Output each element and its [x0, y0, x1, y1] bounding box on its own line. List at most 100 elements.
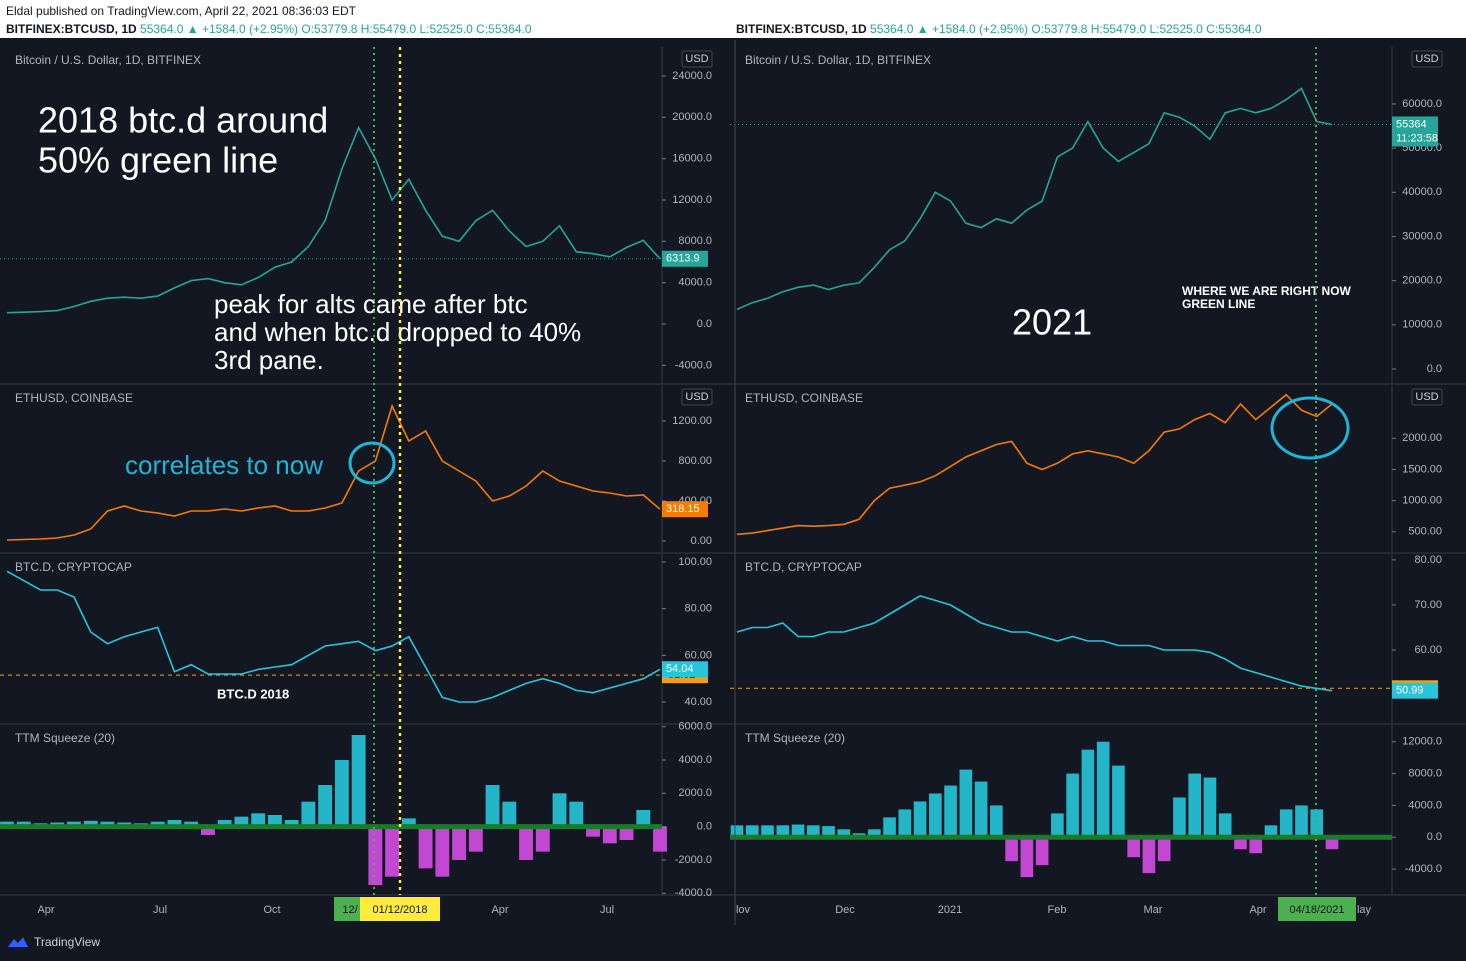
histogram-bar	[1264, 825, 1278, 838]
x-tick-label: Apr	[37, 904, 54, 916]
y-tick-label: 60.00	[684, 649, 712, 661]
y-tick-label: -4000.0	[675, 887, 712, 899]
symbol-line: BITFINEX:BTCUSD, 1D 55364.0 ▲ +1584.0 (+…	[6, 22, 532, 36]
histogram-bar	[1051, 813, 1064, 838]
histogram-bar	[745, 825, 759, 838]
highlight-circle	[1270, 396, 1350, 460]
histogram-bar	[401, 818, 416, 827]
histogram-bar	[1142, 837, 1156, 874]
date-highlight	[360, 897, 440, 921]
x-tick-label: Apr	[491, 904, 508, 916]
last-value-tag	[1392, 116, 1438, 147]
logo	[8, 937, 28, 947]
pane-title: TTM Squeeze (20)	[15, 731, 115, 745]
histogram-bar	[653, 826, 667, 852]
x-tick-label: Feb	[1048, 904, 1067, 916]
x-tick-label: Oct	[263, 904, 280, 916]
histogram-bar	[761, 825, 774, 838]
y-tick-label: 70.00	[1414, 599, 1442, 611]
y-tick-label: 2000.00	[1402, 432, 1442, 444]
panes: Bitcoin / U.S. Dollar, 1D, BITFINEX -4000…	[0, 47, 1466, 916]
y-tick-label: 2000.0	[678, 787, 712, 799]
last-value-tag	[662, 501, 708, 518]
symbol-line: BITFINEX:BTCUSD, 1D 55364.0 ▲ +1584.0 (+…	[736, 22, 1262, 36]
pane-title: ETHUSD, COINBASE	[745, 391, 863, 405]
histogram-bar	[418, 826, 433, 869]
x-tick-label: lov	[736, 904, 751, 916]
date-highlight	[1278, 897, 1356, 921]
y-tick-label: 40.00	[684, 696, 712, 708]
histogram-bar	[929, 793, 942, 838]
y-tick-label: 24000.0	[672, 70, 712, 82]
histogram-bar	[913, 801, 927, 838]
annotation: 2018 btc.d around	[38, 100, 328, 141]
histogram-bar	[251, 813, 266, 827]
quote: 55364.0 ▲ +1584.0 (+2.95%)	[140, 22, 298, 36]
histogram-bar	[83, 820, 98, 827]
annotation: 2021	[1012, 302, 1092, 343]
y-tick-label: 0.0	[697, 318, 712, 330]
histogram-bar	[519, 826, 533, 860]
x-tick-label: Dec	[835, 904, 855, 916]
histogram-bar	[1249, 837, 1263, 854]
y-tick-label: 60.00	[1414, 644, 1442, 656]
y-tick-label: 10000.0	[1402, 319, 1442, 331]
histogram-bar	[1081, 749, 1095, 838]
histogram-bar	[959, 769, 973, 838]
histogram-bar	[485, 785, 500, 827]
histogram-bar	[1203, 777, 1217, 838]
y-tick-label: 0.0	[1427, 831, 1442, 843]
x-tick-label: Apr	[1249, 904, 1266, 916]
y-tick-label: 4000.0	[678, 754, 712, 766]
unit-label: USD	[685, 53, 708, 65]
y-tick-label: -2000.0	[675, 854, 712, 866]
annotation: WHERE WE ARE RIGHT NOW	[1182, 284, 1352, 298]
y-tick-label: -4000.0	[1405, 863, 1442, 875]
annotation: BTC.D 2018	[217, 686, 289, 701]
histogram-bar	[730, 825, 744, 838]
histogram-bar	[822, 826, 835, 838]
histogram-bar	[990, 805, 1003, 838]
histogram-bar	[200, 826, 215, 835]
histogram-bar	[1112, 765, 1125, 838]
histogram-bar	[385, 826, 400, 877]
pane-title: BTC.D, CRYPTOCAP	[15, 560, 132, 574]
y-tick-label: 40000.0	[1402, 186, 1442, 198]
y-tick-label: 0.00	[691, 535, 712, 547]
histogram-bar	[1173, 797, 1186, 838]
y-tick-label: 1200.00	[672, 415, 712, 427]
histogram-bar	[1127, 837, 1140, 858]
y-tick-label: 4000.0	[678, 277, 712, 289]
unit-label: USD	[1415, 391, 1438, 403]
histogram-bar	[502, 801, 517, 827]
annotation: GREEN LINE	[1182, 297, 1255, 311]
histogram-bar	[791, 824, 805, 838]
y-tick-label: 100.00	[678, 556, 712, 568]
y-tick-label: 0.0	[1427, 363, 1442, 375]
symbol-bar	[0, 20, 1466, 38]
annotation: and when btc.d dropped to 40%	[214, 317, 581, 347]
unit-box	[1411, 388, 1443, 406]
y-tick-label: 500.00	[1408, 526, 1442, 538]
symbol: BITFINEX:BTCUSD, 1D	[6, 22, 137, 36]
y-tick-label: -4000.0	[675, 359, 712, 371]
histogram-bar	[898, 809, 912, 838]
unit-label: USD	[1415, 53, 1438, 65]
y-tick-label: 20000.0	[1402, 275, 1442, 287]
y-tick-label: 20000.0	[672, 111, 712, 123]
histogram-bar	[167, 820, 182, 827]
pane-title: Bitcoin / U.S. Dollar, 1D, BITFINEX	[745, 53, 931, 67]
histogram-bar	[368, 826, 383, 885]
histogram-bar	[883, 817, 896, 838]
series-line	[736, 87, 1333, 311]
histogram-bar	[1096, 741, 1110, 838]
histogram-bar	[217, 820, 232, 827]
y-tick-label: 1500.00	[1402, 463, 1442, 475]
histogram-bar	[944, 785, 957, 838]
symbol: BITFINEX:BTCUSD, 1D	[736, 22, 867, 36]
y-tick-label: 30000.0	[1402, 230, 1442, 242]
histogram-bar	[452, 826, 467, 860]
y-tick-label: 80.00	[684, 603, 712, 615]
histogram-bar	[1279, 809, 1293, 838]
